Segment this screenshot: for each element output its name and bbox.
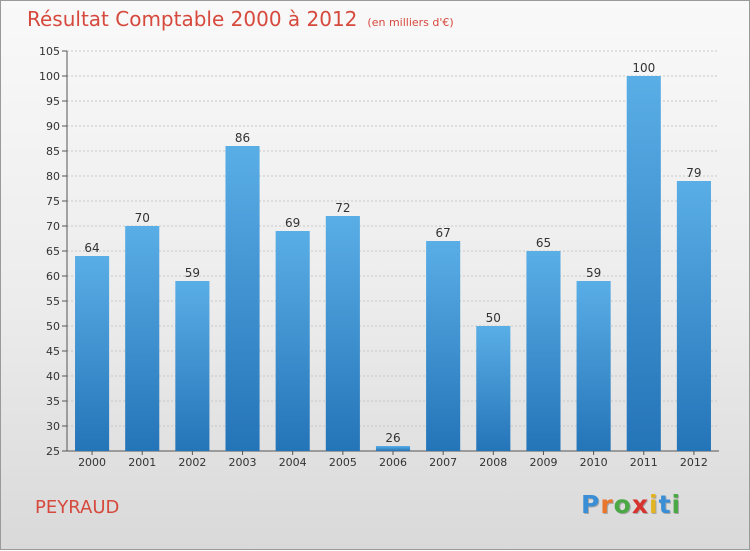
- y-tick-label: 85: [46, 145, 60, 158]
- y-tick-label: 105: [39, 45, 60, 58]
- y-tick-label: 60: [46, 270, 60, 283]
- data-label: 64: [84, 241, 99, 255]
- y-tick-label: 65: [46, 245, 60, 258]
- proxiti-logo: Proxiti: [581, 490, 681, 519]
- logo-letter: o: [613, 490, 632, 519]
- y-tick-label: 50: [46, 320, 60, 333]
- y-tick-label: 80: [46, 170, 60, 183]
- bar: [275, 231, 310, 451]
- y-tick-label: 40: [46, 370, 60, 383]
- x-tick-label: 2003: [229, 456, 257, 469]
- y-tick-label: 45: [46, 345, 60, 358]
- logo-letter: r: [600, 490, 614, 519]
- data-label: 59: [185, 266, 200, 280]
- y-tick-label: 100: [39, 70, 60, 83]
- bar: [676, 181, 711, 451]
- subtitle-text: (en milliers d'€): [367, 16, 454, 29]
- x-tick-label: 2006: [379, 456, 407, 469]
- bar: [526, 251, 561, 451]
- bar: [325, 216, 360, 451]
- bar: [476, 326, 511, 451]
- y-tick-label: 75: [46, 195, 60, 208]
- bar: [75, 256, 110, 451]
- data-label: 86: [235, 131, 250, 145]
- data-label: 50: [486, 311, 501, 325]
- x-tick-label: 2005: [329, 456, 357, 469]
- y-tick-label: 30: [46, 420, 60, 433]
- commune-name: PEYRAUD: [35, 497, 120, 518]
- logo-letter: i: [649, 490, 659, 519]
- data-label: 100: [632, 61, 655, 75]
- y-tick-label: 95: [46, 95, 60, 108]
- data-label: 26: [385, 431, 400, 445]
- data-label: 72: [335, 201, 350, 215]
- bar: [426, 241, 461, 451]
- data-label: 59: [586, 266, 601, 280]
- bar: [225, 146, 260, 451]
- x-tick-label: 2007: [429, 456, 457, 469]
- title-text: Résultat Comptable 2000 à 2012: [27, 7, 358, 31]
- chart-title: Résultat Comptable 2000 à 2012 (en millie…: [27, 7, 454, 31]
- y-tick-label: 55: [46, 295, 60, 308]
- x-tick-label: 2004: [279, 456, 307, 469]
- logo-letter: t: [658, 490, 672, 519]
- bar: [626, 76, 661, 451]
- data-label: 70: [135, 211, 150, 225]
- bar: [375, 446, 411, 451]
- x-tick-label: 2001: [128, 456, 156, 469]
- data-label: 65: [536, 236, 551, 250]
- y-tick-label: 90: [46, 120, 60, 133]
- y-tick-label: 70: [46, 220, 60, 233]
- x-tick-label: 2009: [529, 456, 557, 469]
- data-label: 67: [436, 226, 451, 240]
- x-tick-label: 2002: [178, 456, 206, 469]
- y-tick-label: 35: [46, 395, 60, 408]
- logo-letter: P: [581, 490, 601, 519]
- x-tick-label: 2010: [580, 456, 608, 469]
- logo-letter: x: [631, 490, 649, 519]
- data-label: 69: [285, 216, 300, 230]
- bar: [125, 226, 160, 451]
- x-tick-label: 2012: [680, 456, 708, 469]
- logo-letter: i: [671, 490, 682, 519]
- bar: [576, 281, 611, 451]
- y-tick-label: 25: [46, 445, 60, 458]
- bar: [175, 281, 210, 451]
- x-tick-label: 2011: [630, 456, 658, 469]
- data-label: 79: [686, 166, 701, 180]
- x-tick-label: 2008: [479, 456, 507, 469]
- x-tick-label: 2000: [78, 456, 106, 469]
